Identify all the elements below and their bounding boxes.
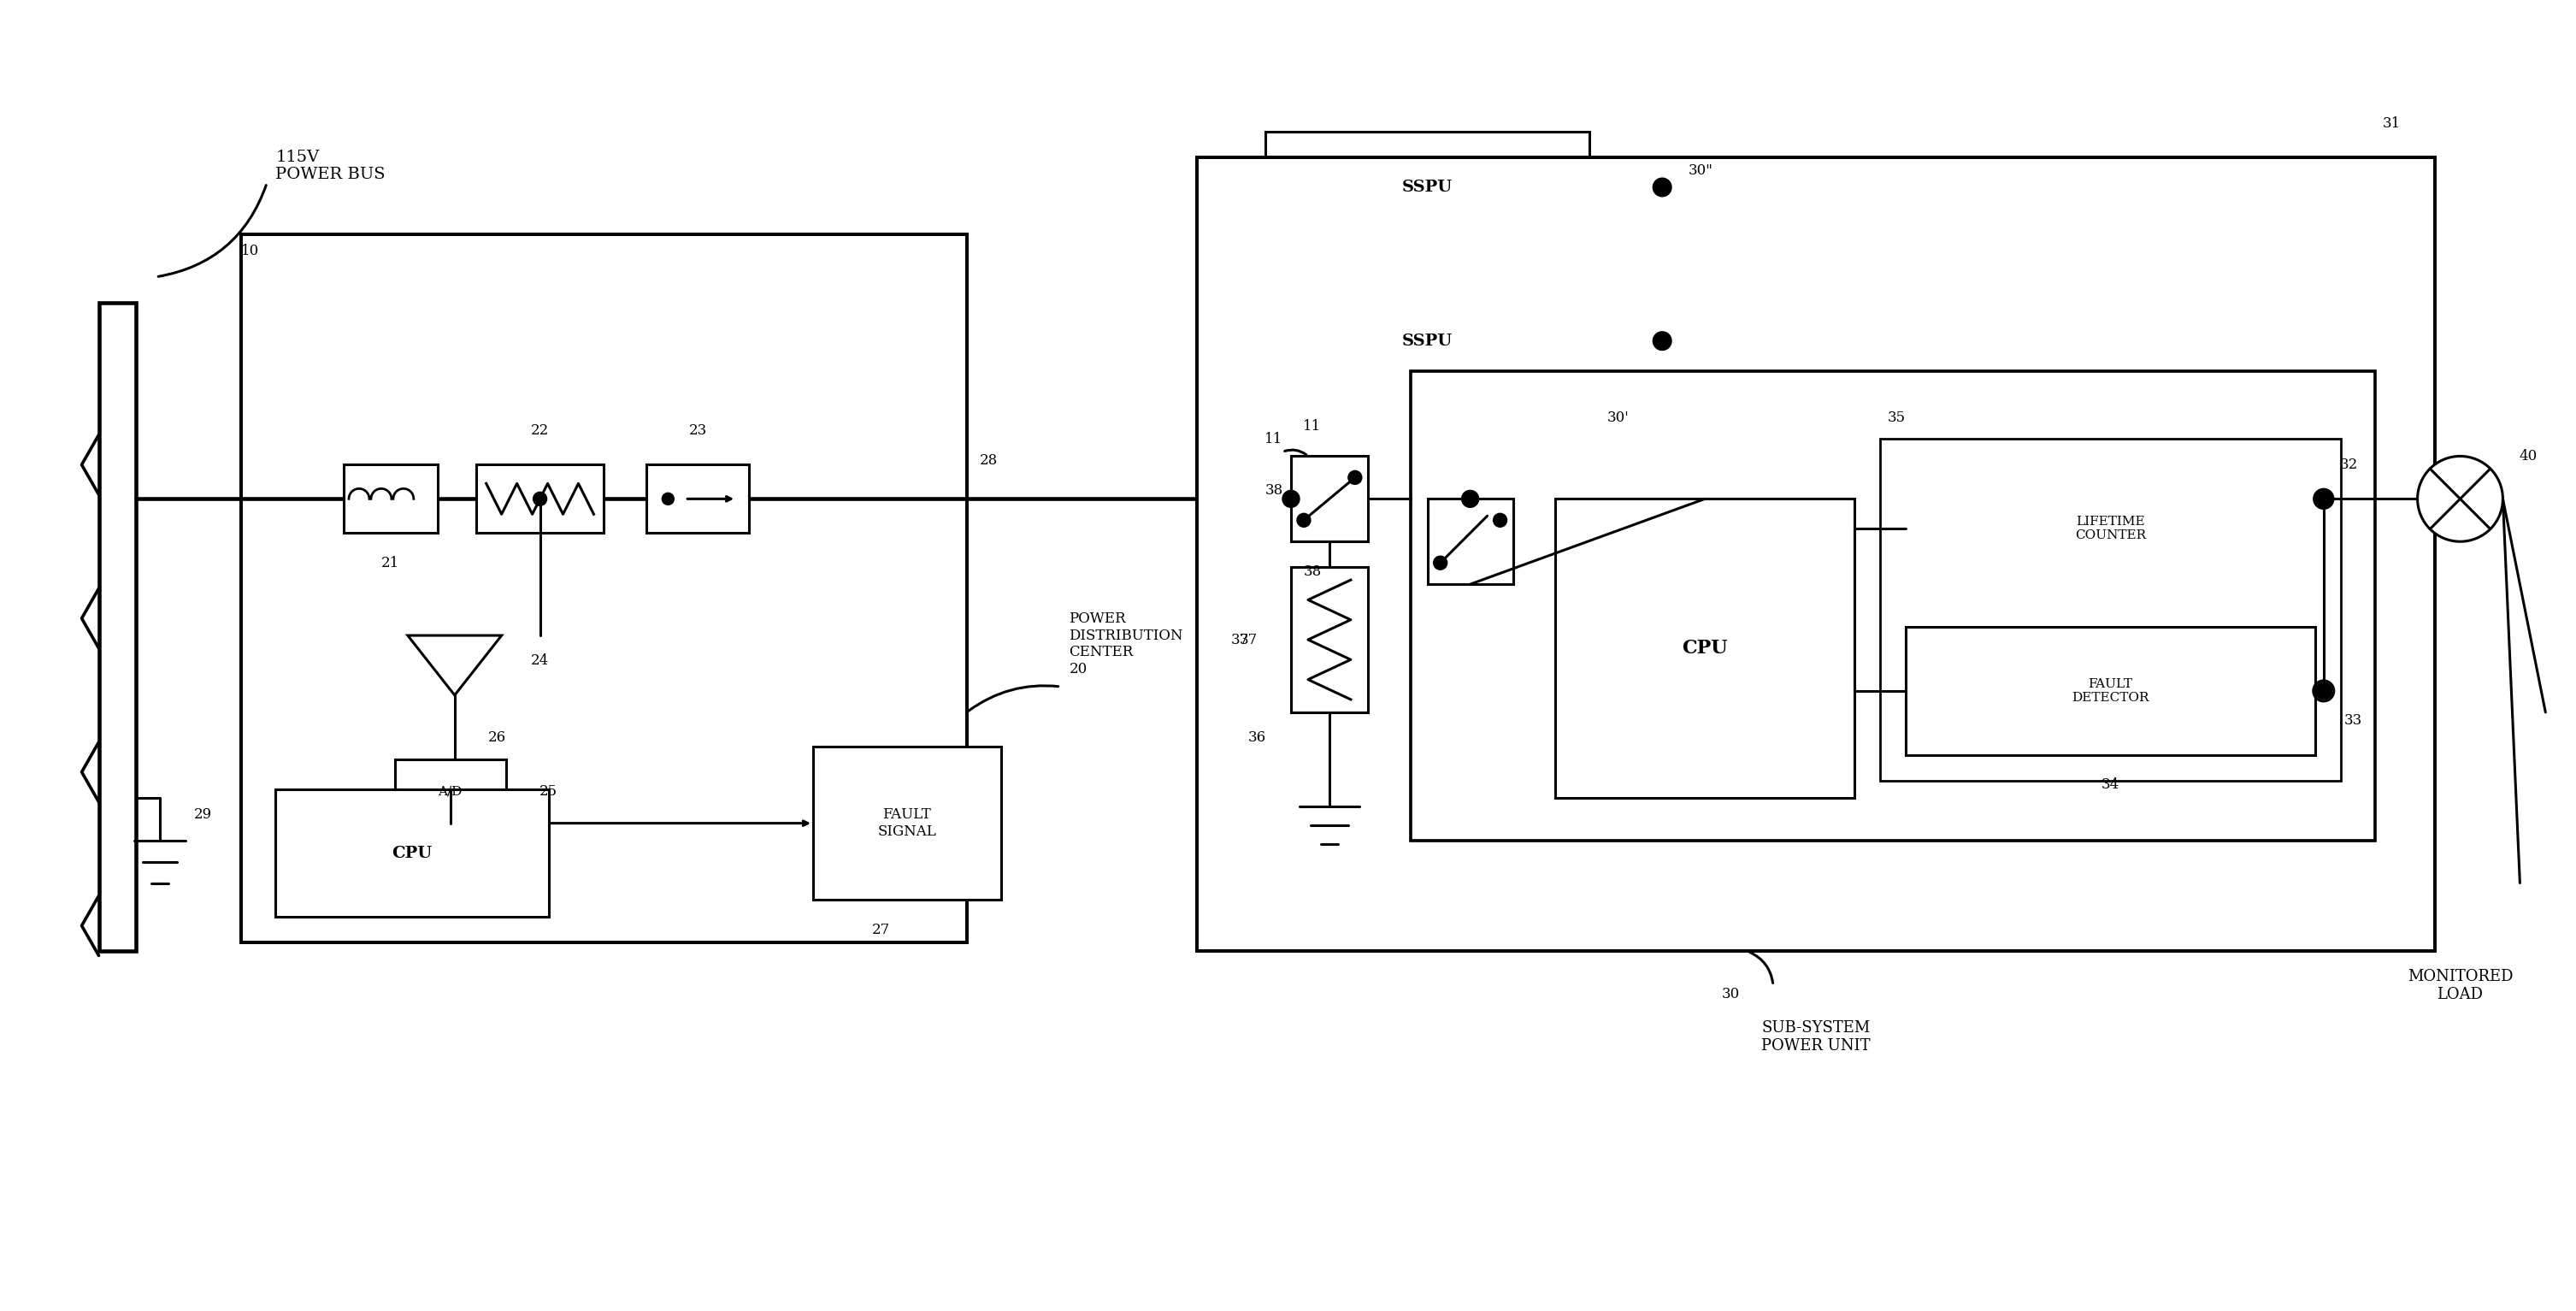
Bar bbox=[647, 464, 750, 534]
Text: 11: 11 bbox=[1265, 431, 1283, 446]
Bar bbox=[276, 789, 549, 918]
Bar bbox=[1291, 456, 1368, 541]
Text: 34: 34 bbox=[2102, 777, 2120, 792]
Text: FAULT
SIGNAL: FAULT SIGNAL bbox=[878, 808, 935, 839]
Text: 38: 38 bbox=[1265, 482, 1283, 498]
Text: 30': 30' bbox=[1607, 410, 1628, 425]
Circle shape bbox=[2313, 489, 2334, 509]
Text: 35: 35 bbox=[1888, 410, 1906, 425]
Text: 32: 32 bbox=[2339, 458, 2357, 472]
Circle shape bbox=[1494, 514, 1507, 527]
Text: 28: 28 bbox=[979, 454, 997, 468]
Text: CPU: CPU bbox=[1682, 638, 1728, 658]
Text: 22: 22 bbox=[531, 423, 549, 438]
Circle shape bbox=[662, 493, 675, 505]
Bar bbox=[1412, 371, 2375, 840]
Bar bbox=[1265, 132, 1589, 243]
Text: 11: 11 bbox=[1303, 420, 1321, 434]
Bar bbox=[1427, 499, 1512, 585]
Text: A/D: A/D bbox=[438, 785, 464, 797]
Text: SSPU: SSPU bbox=[1401, 180, 1453, 195]
Bar bbox=[1265, 286, 1589, 396]
Bar bbox=[1291, 568, 1368, 712]
Text: 21: 21 bbox=[381, 556, 399, 570]
Circle shape bbox=[1283, 490, 1298, 507]
Bar bbox=[1906, 627, 2316, 755]
Circle shape bbox=[2316, 683, 2331, 700]
Text: 25: 25 bbox=[538, 784, 556, 798]
Text: 40: 40 bbox=[2519, 448, 2537, 464]
Circle shape bbox=[1432, 556, 1448, 570]
Text: 24: 24 bbox=[531, 654, 549, 669]
Text: SUB-SYSTEM
POWER UNIT: SUB-SYSTEM POWER UNIT bbox=[1762, 1020, 1870, 1053]
Text: MONITORED
LOAD: MONITORED LOAD bbox=[2409, 969, 2514, 1002]
Text: 27: 27 bbox=[873, 923, 891, 937]
Text: 38: 38 bbox=[1303, 564, 1321, 578]
Bar bbox=[98, 303, 137, 952]
Text: 26: 26 bbox=[489, 730, 507, 745]
Text: SSPU: SSPU bbox=[1401, 333, 1453, 349]
Text: POWER
DISTRIBUTION
CENTER
20: POWER DISTRIBUTION CENTER 20 bbox=[1069, 611, 1182, 676]
Text: 37: 37 bbox=[1231, 632, 1249, 646]
Circle shape bbox=[533, 492, 546, 506]
Text: LIFETIME
COUNTER: LIFETIME COUNTER bbox=[2074, 515, 2146, 541]
Bar bbox=[1556, 499, 1855, 797]
Text: CPU: CPU bbox=[392, 846, 433, 861]
Text: 36: 36 bbox=[1247, 730, 1265, 745]
Bar bbox=[1906, 464, 2316, 593]
Circle shape bbox=[1654, 333, 1672, 350]
Text: 33: 33 bbox=[2344, 713, 2362, 728]
Bar bbox=[242, 235, 966, 943]
Bar bbox=[477, 464, 603, 534]
Circle shape bbox=[1654, 178, 1672, 195]
Text: 30: 30 bbox=[1721, 987, 1739, 1002]
Text: 10: 10 bbox=[242, 244, 260, 258]
Circle shape bbox=[1461, 490, 1479, 507]
Bar bbox=[343, 464, 438, 534]
Bar bbox=[814, 746, 1002, 901]
Bar bbox=[1198, 157, 2434, 952]
Text: 37: 37 bbox=[1239, 632, 1257, 646]
Bar bbox=[394, 759, 505, 823]
Bar bbox=[1880, 439, 2342, 780]
Circle shape bbox=[1347, 471, 1363, 484]
Text: 30": 30" bbox=[1687, 163, 1713, 177]
Text: 31: 31 bbox=[2383, 115, 2401, 131]
Text: 29: 29 bbox=[193, 808, 211, 822]
Circle shape bbox=[1296, 514, 1311, 527]
Text: 23: 23 bbox=[688, 423, 706, 438]
Text: FAULT
DETECTOR: FAULT DETECTOR bbox=[2071, 678, 2148, 704]
Circle shape bbox=[2416, 456, 2504, 541]
Text: 115V
POWER BUS: 115V POWER BUS bbox=[276, 149, 386, 182]
